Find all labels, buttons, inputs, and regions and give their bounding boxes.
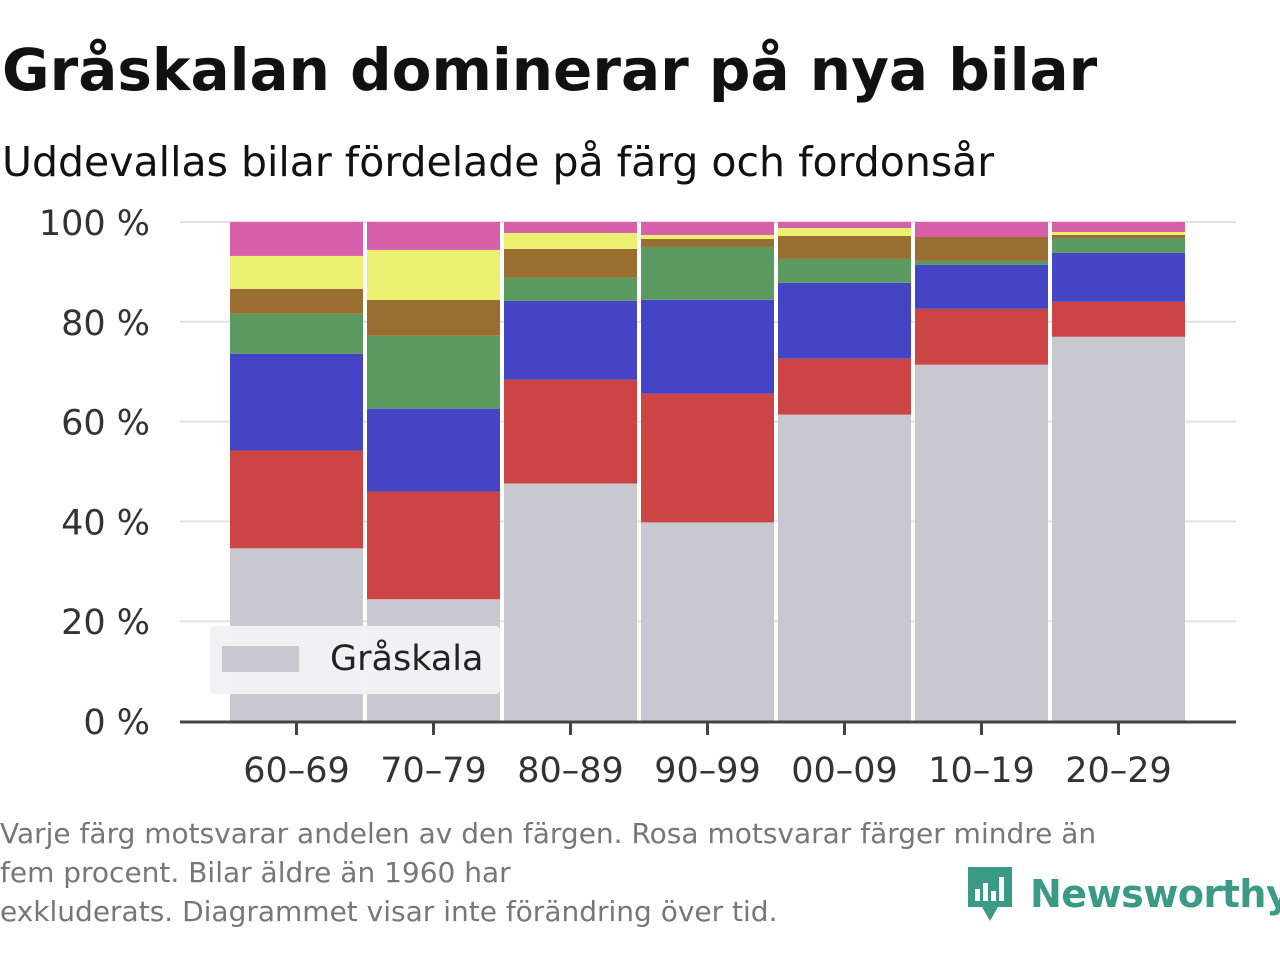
bar-segment: [367, 408, 500, 492]
bar-segment: [367, 299, 500, 336]
bar-segment: [915, 260, 1048, 265]
bar-segment: [230, 450, 363, 549]
y-tick-label: 80 %: [61, 304, 150, 344]
footnote-line-1: Varje färg motsvarar andelen av den färg…: [0, 817, 1097, 850]
bar-segment: [367, 249, 500, 300]
stacked-bar-chart: 0 % 20 % 40 % 60 % 80 % 100 % 60–69 70–79 80–89…: [39, 204, 1236, 791]
bar-segment: [915, 364, 1048, 721]
x-axis-ticks: 60–69 70–79 80–89 90–99 00–09 10–19 20–29: [243, 723, 1172, 791]
bar-segment: [504, 277, 637, 301]
legend-label: Gråskala: [330, 638, 483, 679]
x-tick-label: 10–19: [928, 751, 1035, 791]
bar-segment: [504, 222, 637, 233]
bar-segment: [778, 227, 911, 236]
y-tick-label: 0 %: [83, 703, 150, 743]
bar-segment: [1052, 252, 1185, 302]
bar-segment: [504, 379, 637, 484]
bar-segment: [778, 414, 911, 721]
bar-segment: [915, 222, 1048, 237]
x-tick-label: 70–79: [380, 751, 487, 791]
bar-segment: [778, 222, 911, 228]
bar-segment: [230, 222, 363, 256]
footnote: Varje färg motsvarar andelen av den färg…: [0, 814, 1260, 931]
chart-title: Gråskalan dominerar på nya bilar: [2, 36, 1098, 104]
newsworthy-logo-icon: [968, 867, 1012, 921]
bar-segment: [230, 255, 363, 289]
y-axis-ticks: 0 % 20 % 40 % 60 % 80 % 100 %: [39, 204, 150, 743]
x-tick-label: 80–89: [517, 751, 624, 791]
bar-segment: [641, 522, 774, 721]
brand-logo[interactable]: Newsworthy: [964, 862, 1280, 926]
bar-segment: [641, 222, 774, 235]
bar-segment: [230, 288, 363, 314]
x-tick-label: 90–99: [654, 751, 761, 791]
bar-segment: [641, 393, 774, 523]
x-tick-label: 20–29: [1065, 751, 1172, 791]
bar-segment: [778, 258, 911, 283]
y-tick-label: 20 %: [61, 603, 150, 643]
bar-segment: [778, 282, 911, 359]
bar-segment: [1052, 234, 1185, 238]
bar-segment: [367, 491, 500, 600]
bar-segment: [230, 353, 363, 451]
bar-segment: [1052, 222, 1185, 232]
bar-segment: [230, 313, 363, 354]
legend-swatch: [222, 646, 299, 672]
bar-segment: [504, 483, 637, 721]
bars: [230, 222, 1185, 721]
footnote-line-3: exkluderats. Diagrammet visar inte förän…: [0, 895, 778, 928]
y-tick-label: 60 %: [61, 404, 150, 444]
y-tick-label: 40 %: [61, 503, 150, 543]
legend: Gråskala: [210, 626, 500, 694]
bar-segment: [641, 299, 774, 394]
bar-segment: [504, 248, 637, 278]
bar-segment: [1052, 336, 1185, 721]
bar-segment: [1052, 231, 1185, 235]
bar-segment: [641, 234, 774, 239]
bar-segment: [641, 238, 774, 247]
bar-segment: [504, 300, 637, 380]
bar-segment: [367, 222, 500, 250]
bar-segment: [778, 235, 911, 259]
x-tick-label: 00–09: [791, 751, 898, 791]
bar-segment: [1052, 237, 1185, 253]
y-tick-label: 100 %: [39, 204, 150, 244]
chart-subtitle: Uddevallas bilar fördelade på färg och f…: [2, 138, 995, 186]
bar-segment: [915, 236, 1048, 261]
brand-name: Newsworthy: [1030, 872, 1280, 916]
footnote-line-2: fem procent. Bilar äldre än 1960 har: [0, 856, 511, 889]
bar-segment: [915, 264, 1048, 309]
bar-segment: [504, 232, 637, 249]
bar-segment: [641, 246, 774, 300]
x-tick-label: 60–69: [243, 751, 350, 791]
bar-segment: [1052, 301, 1185, 337]
bar-segment: [367, 335, 500, 409]
bar-segment: [915, 308, 1048, 365]
bar-segment: [778, 358, 911, 415]
legend-box: [210, 626, 500, 694]
